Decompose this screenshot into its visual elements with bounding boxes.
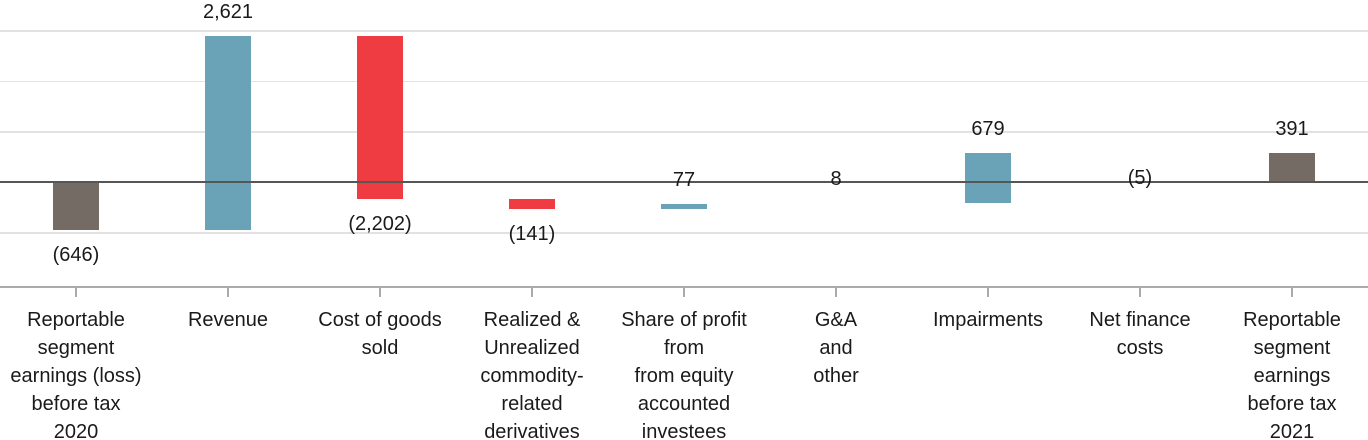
category-label-line: Impairments [932, 309, 1044, 331]
axis-tick-1 [227, 286, 229, 297]
value-label-0: (646) [52, 243, 100, 266]
category-label-line: related [501, 393, 563, 415]
category-label-line: from [664, 337, 704, 359]
category-label-line: Unrealized [484, 337, 580, 359]
axis-tick-5 [835, 286, 837, 297]
gridline-3 [0, 232, 1368, 234]
category-label-7: Net finance costs [1064, 306, 1216, 362]
category-label-line: Reportable [27, 309, 125, 331]
category-label-line: investees [641, 421, 727, 440]
category-label-line: Share of profit [621, 309, 747, 331]
category-label-line: earnings [1253, 365, 1331, 387]
category-label-3: Realized & Unrealized commodity-related der… [456, 306, 608, 440]
category-label-line: earnings (loss) [10, 365, 142, 387]
category-label-line: derivatives [484, 421, 580, 440]
zero-axis-line [0, 181, 1368, 183]
value-label-8: 391 [1275, 118, 1309, 141]
category-label-2: Cost of goods sold [304, 306, 456, 362]
category-label-line: costs [1116, 337, 1164, 359]
value-label-3: (141) [508, 223, 556, 246]
category-label-line: Revenue [187, 309, 269, 331]
axis-tick-8 [1291, 286, 1293, 297]
gridline-0 [0, 30, 1368, 32]
value-label-6: 679 [971, 117, 1005, 140]
category-label-line: accounted [637, 393, 731, 415]
bar-1 [205, 36, 251, 230]
category-label-4: Share of profit from from equity accounted i… [608, 306, 760, 440]
axis-tick-3 [531, 286, 533, 297]
value-label-4: 77 [672, 168, 696, 191]
category-label-1: Revenue [152, 306, 304, 334]
category-label-6: Impairments [912, 306, 1064, 334]
axis-tick-0 [75, 286, 77, 297]
category-label-line: other [813, 365, 859, 387]
category-label-line: segment [37, 337, 115, 359]
bar-6 [965, 152, 1011, 203]
category-label-line: G&A [814, 309, 858, 331]
category-label-line: and [819, 337, 853, 359]
gridline-2 [0, 131, 1368, 133]
category-label-line: segment [1253, 337, 1331, 359]
category-label-0: Reportable segment earnings (loss) before t… [0, 306, 152, 440]
category-label-line: Cost of goods [318, 309, 442, 331]
category-label-5: G&A and other [760, 306, 912, 390]
category-label-line: from equity [634, 365, 734, 387]
category-label-line: commodity- [480, 365, 584, 387]
category-label-line: 2021 [1269, 421, 1315, 440]
category-label-8: Reportable segment earnings before tax 2021 [1216, 306, 1368, 440]
axis-tick-6 [987, 286, 989, 297]
axis-tick-2 [379, 286, 381, 297]
bar-0 [53, 182, 99, 230]
category-label-line: 2020 [53, 421, 99, 440]
category-label-line: before tax [31, 393, 121, 415]
category-label-line: Reportable [1243, 309, 1341, 331]
axis-tick-4 [683, 286, 685, 297]
category-label-line: before tax [1247, 393, 1337, 415]
axis-tick-7 [1139, 286, 1141, 297]
category-label-line: Net finance [1089, 309, 1191, 331]
value-label-7: (5) [1127, 167, 1153, 190]
category-label-line: Realized & [483, 309, 581, 331]
bar-8 [1269, 153, 1315, 182]
bar-3 [509, 198, 555, 210]
value-label-1: 2,621 [202, 1, 254, 24]
bar-2 [357, 36, 403, 199]
value-label-5: 8 [830, 167, 842, 190]
gridline-1 [0, 80, 1368, 82]
bar-4 [661, 203, 707, 210]
value-label-2: (2,202) [348, 212, 412, 235]
category-label-line: sold [361, 337, 399, 359]
